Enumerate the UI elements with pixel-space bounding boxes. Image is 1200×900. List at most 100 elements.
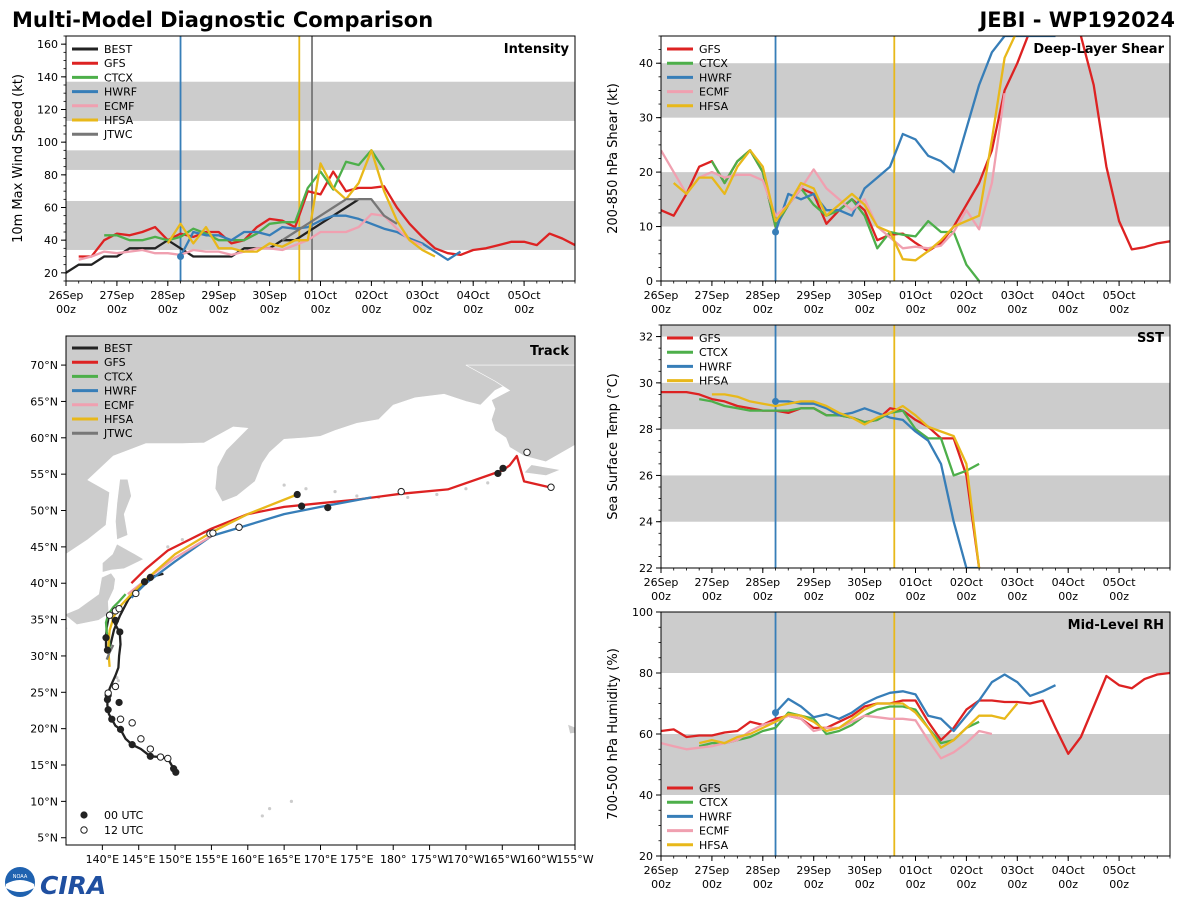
rh-xtick-label-date: 27Sep	[695, 864, 730, 877]
land-sakhalin	[115, 478, 132, 541]
intensity-series-hwrf	[179, 214, 462, 261]
land-alaska	[465, 364, 575, 463]
track-point-00utc	[146, 752, 154, 760]
rh-xtick-label-hour: 00z	[702, 878, 722, 891]
track-xtick-label: 150°E	[158, 853, 191, 866]
track-point-12utc	[209, 529, 217, 537]
track-ytick-label: 25°N	[30, 686, 58, 699]
intensity-xtick-label-hour: 00z	[514, 303, 534, 316]
track-point-00utc	[146, 573, 154, 582]
intensity-xtick-label-date: 03Oct	[406, 289, 440, 302]
track-legend-label-hfsa: HFSA	[104, 413, 134, 426]
intensity-hwrf-init-marker	[177, 253, 185, 260]
land-islet	[355, 494, 359, 498]
track-ytick-label: 60°N	[30, 432, 58, 445]
intensity-legend-label-hfsa: HFSA	[104, 114, 134, 127]
track-point-12utc	[523, 448, 531, 457]
track-legend-label-gfs: GFS	[104, 356, 126, 369]
storm-id: JEBI - WP192024	[977, 8, 1175, 32]
rh-ytick-label: 40	[639, 789, 653, 802]
shear-legend-label-ecmf: ECMF	[699, 86, 729, 99]
rh-panel: 2040608010026Sep00z27Sep00z28Sep00z29Sep…	[606, 606, 1171, 891]
track-point-12utc	[132, 589, 140, 598]
shear-xtick-label-date: 04Oct	[1052, 289, 1086, 302]
track-point-12utc	[146, 745, 155, 753]
track-xtick-label: 165°E	[267, 853, 300, 866]
sst-frame	[660, 324, 1171, 569]
rh-xtick-label-hour: 00z	[957, 878, 977, 891]
intensity-xtick-label-date: 26Sep	[49, 289, 84, 302]
intensity-xtick-label-hour: 00z	[56, 303, 76, 316]
sst-xtick-label-hour: 00z	[855, 590, 875, 603]
track-ytick-label: 65°N	[30, 395, 58, 408]
track-xtick-label: 170°W	[447, 853, 484, 866]
land-islet	[180, 538, 184, 542]
intensity-series-hfsa	[166, 149, 436, 258]
sst-xtick-label-date: 03Oct	[1001, 576, 1035, 589]
shear-xtick-label-hour: 00z	[651, 303, 671, 316]
track-series-ecmf	[127, 535, 212, 595]
track-point-12utc	[164, 754, 172, 763]
track-point-12utc	[104, 689, 112, 697]
track-point-00utc	[104, 706, 112, 714]
track-point-00utc	[103, 646, 112, 654]
intensity-ytick-label: 100	[37, 136, 58, 149]
sst-title: SST	[1137, 331, 1164, 346]
shear-legend-label-gfs: GFS	[699, 43, 721, 56]
track-xtick-label: 160°W	[520, 853, 557, 866]
shear-xtick-label-date: 29Sep	[796, 289, 831, 302]
track-legend-label-best: BEST	[104, 342, 132, 355]
rh-xtick-label-hour: 00z	[906, 878, 926, 891]
land-aleutian1	[523, 464, 562, 476]
track-legend-label-ctcx: CTCX	[104, 370, 133, 383]
shear-legend-label-ctcx: CTCX	[699, 57, 728, 70]
shear-xtick-label-date: 01Oct	[899, 289, 933, 302]
track-point-00utc	[324, 504, 332, 512]
sst-xtick-label-date: 05Oct	[1103, 576, 1137, 589]
land-islet	[116, 679, 120, 683]
shear-xtick-label-hour: 00z	[1007, 303, 1027, 316]
shear-series-ecmf	[661, 93, 1006, 250]
rh-xtick-label-hour: 00z	[1109, 878, 1129, 891]
track-ytick-label: 55°N	[30, 468, 58, 481]
sst-band	[661, 475, 1170, 522]
sst-xtick-label-date: 26Sep	[644, 576, 679, 589]
rh-xtick-label-date: 01Oct	[899, 864, 933, 877]
track-ytick-label: 15°N	[30, 759, 58, 772]
track-point-00utc	[108, 715, 116, 723]
track-point-00utc	[102, 634, 110, 642]
rh-xtick-label-date: 05Oct	[1103, 864, 1137, 877]
sst-series-hfsa	[711, 393, 981, 568]
rh-xtick-label-hour: 00z	[804, 878, 824, 891]
intensity-legend-label-hwrf: HWRF	[104, 86, 137, 99]
shear-ylabel: 200-850 hPa Shear (kt)	[606, 83, 621, 234]
track-point-00utc	[115, 698, 123, 707]
track-xtick-label: 165°W	[484, 853, 521, 866]
track-point-12utc	[115, 604, 123, 613]
track-xtick-label: 175°W	[411, 853, 448, 866]
sst-ylabel: Sea Surface Temp (°C)	[606, 373, 621, 520]
intensity-legend-label-best: BEST	[104, 43, 132, 56]
rh-xtick-label-hour: 00z	[1058, 878, 1078, 891]
intensity-ylabel: 10m Max Wind Speed (kt)	[11, 74, 26, 243]
track-ytick-label: 45°N	[30, 541, 58, 554]
intensity-xtick-label-date: 05Oct	[508, 289, 542, 302]
rh-title: Mid-Level RH	[1068, 618, 1164, 633]
track-point-00utc	[116, 725, 125, 733]
land-islet	[115, 676, 119, 680]
track-xtick-label: 145°E	[122, 853, 155, 866]
track-xtick-label: 155°E	[195, 853, 228, 866]
track-legend-00utc-marker	[80, 811, 88, 819]
sst-xtick-label-date: 01Oct	[899, 576, 933, 589]
intensity-ytick-label: 80	[44, 169, 58, 182]
sst-ytick-label: 30	[639, 377, 653, 390]
rh-band	[661, 734, 1170, 795]
track-point-12utc	[137, 735, 145, 743]
intensity-legend-label-jtwc: JTWC	[103, 128, 133, 141]
intensity-ytick-label: 160	[37, 38, 58, 51]
land-islet	[333, 490, 337, 494]
sst-xtick-label-hour: 00z	[702, 590, 722, 603]
rh-xtick-label-hour: 00z	[855, 878, 875, 891]
shear-panel: 01020304026Sep00z27Sep00z28Sep00z29Sep00…	[606, 35, 1171, 316]
rh-legend-label-hwrf: HWRF	[699, 810, 732, 823]
